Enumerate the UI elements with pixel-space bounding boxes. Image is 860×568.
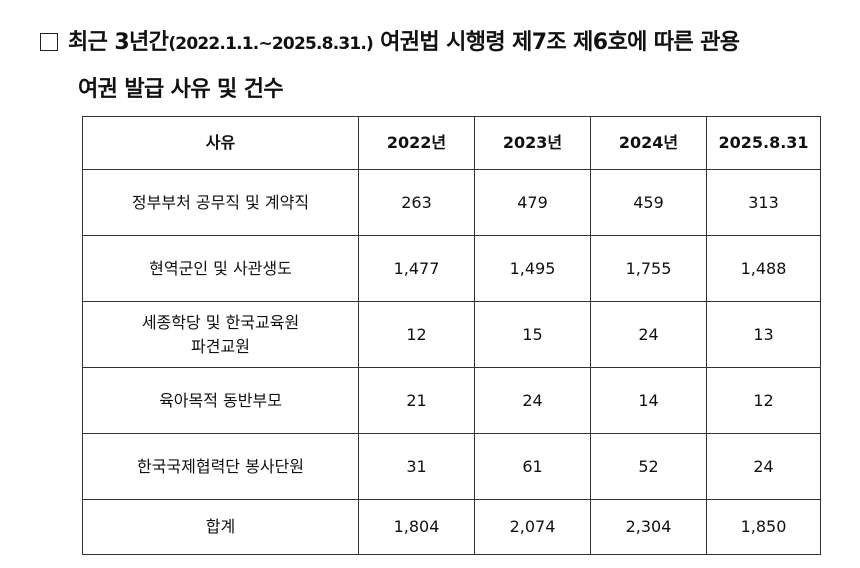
cell-value: 52 [590, 433, 707, 500]
cell-value: 263 [358, 169, 475, 236]
row-reason-line-2: 파견교원 [191, 336, 250, 356]
header-reason: 사유 [82, 116, 359, 170]
total-value: 2,304 [590, 499, 707, 555]
document-title: 최근 3년간(2022.1.1.~2025.8.31.) 여권법 시행령 제7조… [40, 20, 840, 113]
total-value: 1,804 [358, 499, 475, 555]
total-value: 1,850 [706, 499, 821, 555]
cell-value: 1,477 [358, 235, 475, 302]
cell-value: 14 [590, 367, 707, 434]
table-total-row: 합계 1,804 2,074 2,304 1,850 [82, 499, 821, 555]
cell-value: 21 [358, 367, 475, 434]
row-reason: 현역군인 및 사관생도 [82, 235, 359, 302]
title-line-2: 여권 발급 사유 및 건수 [78, 77, 284, 102]
cell-value: 61 [474, 433, 591, 500]
table-header-row: 사유 2022년 2023년 2024년 2025.8.31 [82, 116, 821, 170]
header-2024: 2024년 [590, 116, 707, 170]
row-reason: 육아목적 동반부모 [82, 367, 359, 434]
table-row: 육아목적 동반부모 21 24 14 12 [82, 367, 821, 434]
cell-value: 1,488 [706, 235, 821, 302]
header-2022: 2022년 [358, 116, 475, 170]
cell-value: 1,755 [590, 235, 707, 302]
total-value: 2,074 [474, 499, 591, 555]
cell-value: 31 [358, 433, 475, 500]
table-row: 세종학당 및 한국교육원 파견교원 12 15 24 13 [82, 301, 821, 368]
cell-value: 459 [590, 169, 707, 236]
table-row: 현역군인 및 사관생도 1,477 1,495 1,755 1,488 [82, 235, 821, 302]
header-2025: 2025.8.31 [706, 116, 821, 170]
cell-value: 12 [706, 367, 821, 434]
title-line-1: 최근 3년간(2022.1.1.~2025.8.31.) 여권법 시행령 제7조… [40, 20, 840, 67]
row-reason: 세종학당 및 한국교육원 파견교원 [82, 301, 359, 368]
cell-value: 1,495 [474, 235, 591, 302]
cell-value: 24 [590, 301, 707, 368]
total-label: 합계 [82, 499, 359, 555]
table-row: 정부부처 공무직 및 계약직 263 479 459 313 [82, 169, 821, 236]
cell-value: 313 [706, 169, 821, 236]
passport-issuance-table: 사유 2022년 2023년 2024년 2025.8.31 정부부처 공무직 … [82, 116, 821, 555]
cell-value: 15 [474, 301, 591, 368]
cell-value: 12 [358, 301, 475, 368]
title-prefix: 최근 3년간 [68, 30, 169, 55]
cell-value: 24 [706, 433, 821, 500]
row-reason: 정부부처 공무직 및 계약직 [82, 169, 359, 236]
cell-value: 13 [706, 301, 821, 368]
table-row: 한국국제협력단 봉사단원 31 61 52 24 [82, 433, 821, 500]
title-suffix: 여권법 시행령 제7조 제6호에 따른 관용 [380, 30, 740, 55]
row-reason: 한국국제협력단 봉사단원 [82, 433, 359, 500]
cell-value: 479 [474, 169, 591, 236]
header-2023: 2023년 [474, 116, 591, 170]
title-period: (2022.1.1.~2025.8.31.) [168, 34, 374, 54]
cell-value: 24 [474, 367, 591, 434]
row-reason-line-1: 세종학당 및 한국교육원 [141, 312, 300, 332]
checkbox-square-icon [40, 33, 58, 51]
